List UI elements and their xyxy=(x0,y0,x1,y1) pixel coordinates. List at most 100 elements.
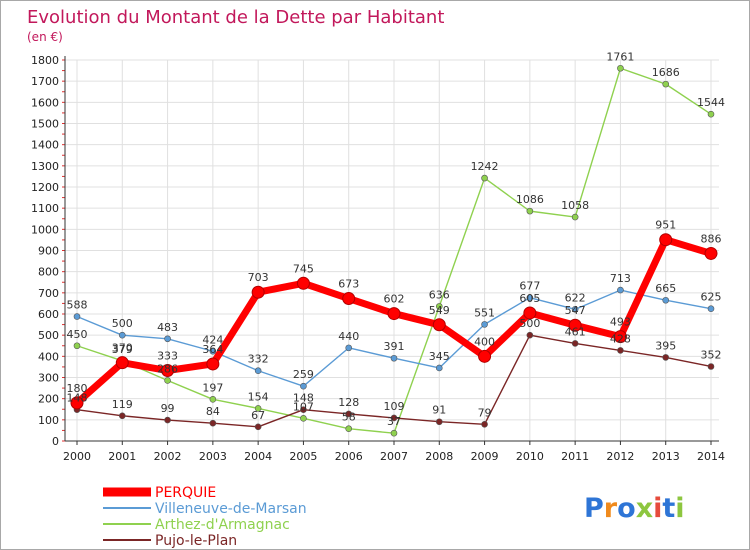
data-point xyxy=(345,410,353,418)
data-point xyxy=(209,419,217,427)
logo-letter: x xyxy=(636,493,653,524)
data-label: 58 xyxy=(342,411,356,424)
data-point xyxy=(481,420,488,428)
chart-title: Evolution du Montant de la Dette par Hab… xyxy=(27,7,444,28)
y-tick-label: 500 xyxy=(38,329,59,342)
data-label: 622 xyxy=(565,291,586,304)
data-label: 547 xyxy=(565,304,586,317)
data-label: 1544 xyxy=(697,96,725,109)
data-point xyxy=(707,110,715,118)
data-label: 148 xyxy=(293,392,314,405)
data-point xyxy=(481,174,488,182)
data-point xyxy=(571,213,579,221)
data-point xyxy=(617,64,624,72)
data-label: 625 xyxy=(701,291,722,304)
y-tick-label: 1200 xyxy=(31,181,59,194)
data-label: 84 xyxy=(206,405,220,418)
data-label: 602 xyxy=(384,293,405,306)
data-label: 450 xyxy=(67,328,88,341)
data-label: 703 xyxy=(248,271,269,284)
x-tick-label: 2008 xyxy=(425,450,453,463)
data-point xyxy=(568,318,582,332)
data-point xyxy=(435,418,443,426)
data-point xyxy=(662,296,670,304)
data-label: 91 xyxy=(432,404,446,417)
data-point xyxy=(387,307,401,321)
y-tick-label: 1800 xyxy=(31,54,59,67)
data-point xyxy=(481,321,488,328)
data-point xyxy=(164,416,171,424)
data-label: 197 xyxy=(202,381,223,394)
data-point xyxy=(209,347,217,355)
data-point xyxy=(526,207,534,215)
data-label: 745 xyxy=(293,262,314,275)
logo-letter: P xyxy=(584,493,604,524)
x-tick-label: 2014 xyxy=(697,450,725,463)
data-label: 379 xyxy=(112,343,133,356)
data-point xyxy=(707,363,715,370)
data-point xyxy=(164,335,171,343)
data-point xyxy=(300,415,307,422)
data-label: 286 xyxy=(157,362,178,375)
x-tick-label: 2005 xyxy=(289,450,317,463)
data-label: 440 xyxy=(338,330,359,343)
x-tick-label: 2010 xyxy=(516,450,544,463)
data-label: 345 xyxy=(429,350,450,363)
data-point xyxy=(435,303,443,310)
data-label: 259 xyxy=(293,368,314,381)
data-point xyxy=(345,344,353,352)
data-label: 461 xyxy=(565,325,586,338)
x-tick-label: 2002 xyxy=(154,450,182,463)
data-label: 500 xyxy=(519,317,540,330)
data-point xyxy=(617,347,624,354)
data-label: 37 xyxy=(387,415,401,428)
data-point xyxy=(345,425,353,433)
logo-letter: o xyxy=(617,493,636,524)
data-label: 79 xyxy=(478,406,492,419)
data-point xyxy=(390,414,398,422)
x-tick-label: 2003 xyxy=(199,450,227,463)
chart-subtitle: (en €) xyxy=(27,30,63,44)
data-label: 1058 xyxy=(561,199,589,212)
legend-entry: Arthez-d'Armagnac xyxy=(155,517,290,533)
data-label: 364 xyxy=(202,343,223,356)
data-point xyxy=(478,349,492,363)
data-label: 549 xyxy=(429,304,450,317)
y-tick-label: 700 xyxy=(38,287,59,300)
series-3 xyxy=(73,331,715,431)
data-point xyxy=(704,246,718,260)
grid xyxy=(65,59,719,442)
data-point xyxy=(164,377,171,384)
x-tick-label: 2007 xyxy=(380,450,408,463)
data-label: 332 xyxy=(248,353,269,366)
data-label: 1242 xyxy=(471,160,499,173)
legend-entry: Pujo-le-Plan xyxy=(155,533,237,549)
data-label: 713 xyxy=(610,272,631,285)
data-label: 154 xyxy=(248,390,269,403)
data-point xyxy=(662,354,670,361)
logo-letter: t xyxy=(662,493,675,524)
data-label: 493 xyxy=(610,316,631,329)
data-label: 1761 xyxy=(606,50,634,63)
data-point xyxy=(206,357,220,371)
data-point xyxy=(613,330,627,344)
data-label: 67 xyxy=(251,409,265,422)
data-labels: 450 379 286 197 154 107 58 37 636 1242 1086 1058 176… xyxy=(67,50,726,428)
data-label: 483 xyxy=(157,321,178,334)
x-tick-label: 2000 xyxy=(63,450,91,463)
x-tick-label: 2012 xyxy=(606,450,634,463)
legend: PERQUIEVilleneuve-de-MarsanArthez-d'Arma… xyxy=(103,485,307,549)
data-label: 605 xyxy=(519,292,540,305)
data-label: 107 xyxy=(293,400,314,413)
legend-entry: Villeneuve-de-Marsan xyxy=(155,501,307,517)
logo-text: Proxiti xyxy=(584,493,685,524)
y-tick-label: 100 xyxy=(38,414,59,427)
y-tick-label: 400 xyxy=(38,350,59,363)
y-tick-label: 600 xyxy=(38,308,59,321)
data-label: 333 xyxy=(157,350,178,363)
data-label: 951 xyxy=(655,219,676,232)
data-point xyxy=(254,367,262,375)
data-label: 1086 xyxy=(516,193,544,206)
logo-letter: i xyxy=(653,493,662,524)
data-label: 99 xyxy=(161,402,175,415)
